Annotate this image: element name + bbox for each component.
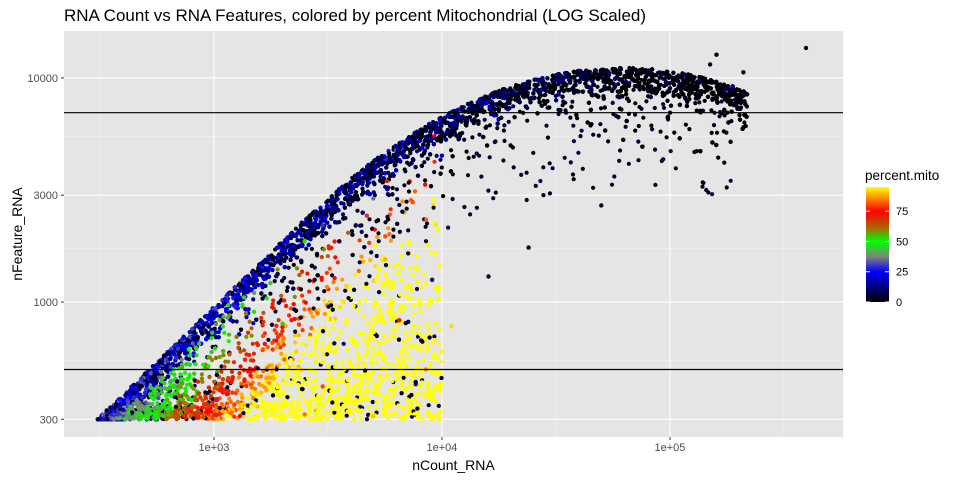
data-point xyxy=(339,201,344,206)
chart-title: RNA Count vs RNA Features, colored by pe… xyxy=(64,6,646,25)
data-point xyxy=(144,384,149,389)
data-point xyxy=(471,154,476,159)
data-point xyxy=(251,297,256,302)
data-point xyxy=(743,124,748,129)
data-point xyxy=(406,189,412,194)
data-point xyxy=(633,128,638,133)
data-point xyxy=(234,319,239,324)
data-point xyxy=(391,159,396,164)
data-point xyxy=(268,291,273,296)
data-point xyxy=(358,223,363,228)
data-point xyxy=(702,98,707,103)
data-point xyxy=(488,93,493,98)
data-point xyxy=(251,321,256,326)
data-point xyxy=(378,174,383,179)
data-point xyxy=(438,157,443,162)
data-point xyxy=(633,101,638,106)
data-point xyxy=(616,82,621,87)
data-point xyxy=(414,149,420,154)
data-point xyxy=(575,116,580,121)
data-point xyxy=(511,104,516,109)
data-point xyxy=(742,120,747,125)
data-point xyxy=(502,123,507,128)
data-point xyxy=(244,315,249,320)
data-point xyxy=(434,153,439,158)
data-point xyxy=(716,155,721,160)
data-point xyxy=(284,288,290,293)
data-point xyxy=(291,262,296,267)
data-point xyxy=(525,118,530,123)
data-point xyxy=(216,330,221,335)
data-point xyxy=(560,103,565,108)
data-point xyxy=(272,279,277,284)
data-point xyxy=(253,285,258,290)
data-point xyxy=(341,212,346,217)
data-point xyxy=(657,75,662,80)
data-point xyxy=(709,130,714,135)
data-point xyxy=(439,165,444,170)
data-point xyxy=(204,330,209,335)
data-point xyxy=(355,208,360,213)
data-point xyxy=(639,77,644,83)
data-point xyxy=(359,229,364,234)
data-point xyxy=(300,244,305,249)
data-point xyxy=(631,87,636,92)
data-point xyxy=(449,148,454,153)
data-point xyxy=(697,100,702,105)
data-point xyxy=(482,117,487,122)
data-point xyxy=(349,229,355,234)
data-point xyxy=(641,115,646,120)
data-point xyxy=(270,268,275,273)
data-point xyxy=(672,82,677,87)
data-point xyxy=(246,307,251,312)
data-point xyxy=(644,99,649,104)
data-points xyxy=(95,45,809,422)
data-point xyxy=(293,226,298,231)
data-point xyxy=(286,265,291,270)
data-point xyxy=(464,149,469,154)
data-point xyxy=(304,246,309,251)
data-point xyxy=(360,186,365,191)
data-point xyxy=(714,130,720,135)
data-point xyxy=(709,108,714,113)
data-point xyxy=(462,137,467,142)
data-point xyxy=(282,275,287,281)
